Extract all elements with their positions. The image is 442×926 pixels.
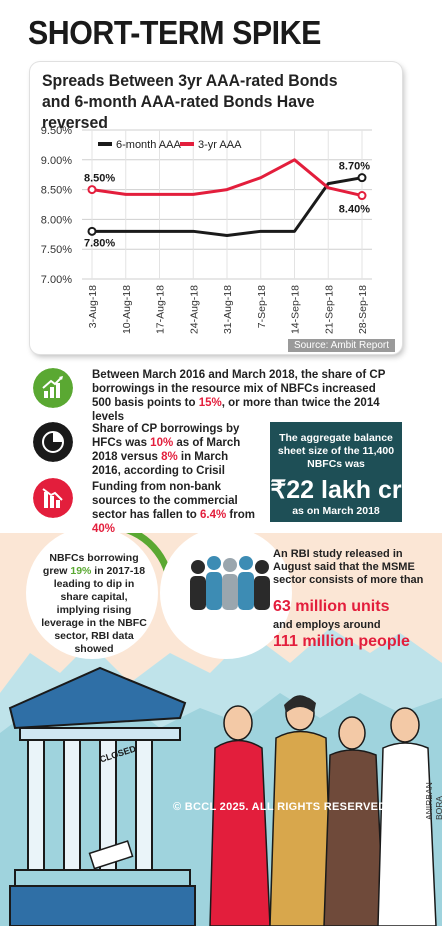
bar-chart-up-icon [33,368,73,408]
legend-label: 3-yr AAA [198,139,242,151]
balance-amount: ₹22 lakh cr [270,476,402,504]
balance-sheet-box: The aggregate balance sheet size of the … [270,422,402,522]
data-label: 8.50% [84,173,115,185]
nbfc-borrowing-text: NBFCs borrowing grew 19% in 2017-18 lead… [41,552,147,655]
copyright: © BCCL 2025. ALL RIGHTS RESERVED. [173,801,390,813]
y-tick-label: 9.50% [41,125,72,137]
headline: SHORT-TERM SPIKE [28,14,321,51]
msme-intro: An RBI study released in August said tha… [273,548,424,586]
y-tick-label: 7.50% [41,244,72,256]
x-tick-label: 3-Aug-18 [87,285,99,328]
people-icon [190,556,270,610]
msme-units: 63 million units [273,598,390,615]
x-tick-label: 21-Sep-18 [323,285,335,334]
fact-hfc: Share of CP borrowings by HFCs was 10% a… [92,423,241,477]
bank-building [8,666,196,926]
series-line [91,158,363,198]
fact-cp-share: Between March 2016 and March 2018, the s… [92,369,386,423]
y-tick-label: 9.00% [41,155,72,167]
y-tick-label: 8.50% [41,185,72,197]
balance-intro: The aggregate balance sheet size of the … [277,432,395,470]
data-label: 8.70% [339,161,370,173]
chart-source: Source: Ambit Report [287,339,395,352]
x-tick-label: 14-Sep-18 [290,285,302,334]
data-label: 8.40% [339,204,370,216]
bar-chart-down-icon [33,478,73,518]
y-tick-label: 8.00% [41,214,72,226]
series-line [92,176,363,237]
artist-credit: ANIRBAN BORA [424,782,442,820]
series-start-point [87,226,97,236]
x-tick-label: 24-Aug-18 [188,285,200,334]
chart-title: Spreads Between 3yr AAA-rated Bonds and … [42,71,338,132]
illustration [0,533,442,926]
series-end-point [357,191,367,201]
balance-date: as on March 2018 [292,505,380,517]
legend-label: 6-month AAA [116,139,181,151]
fact-funding: Funding from non-bank sources to the com… [92,481,255,535]
series-end-point [357,173,367,183]
x-tick-label: 31-Aug-18 [222,285,234,334]
growth-arc [125,533,172,575]
msme-people: 111 million people [273,633,410,650]
pie-chart-icon [33,422,73,462]
msme-mid: and employs around [273,619,381,631]
series-start-point [87,185,97,195]
y-tick-label: 7.00% [41,274,72,286]
line-chart: 9.50% 9.00% 8.50% 8.00% 7.50% 7.00% 3-Aug-18 10… [41,125,372,334]
crowd [209,695,437,926]
x-tick-label: 17-Aug-18 [155,285,167,334]
data-label: 7.80% [84,237,115,249]
x-tick-label: 28-Sep-18 [357,285,369,334]
x-tick-label: 7-Sep-18 [256,285,268,328]
x-tick-label: 10-Aug-18 [121,285,133,334]
